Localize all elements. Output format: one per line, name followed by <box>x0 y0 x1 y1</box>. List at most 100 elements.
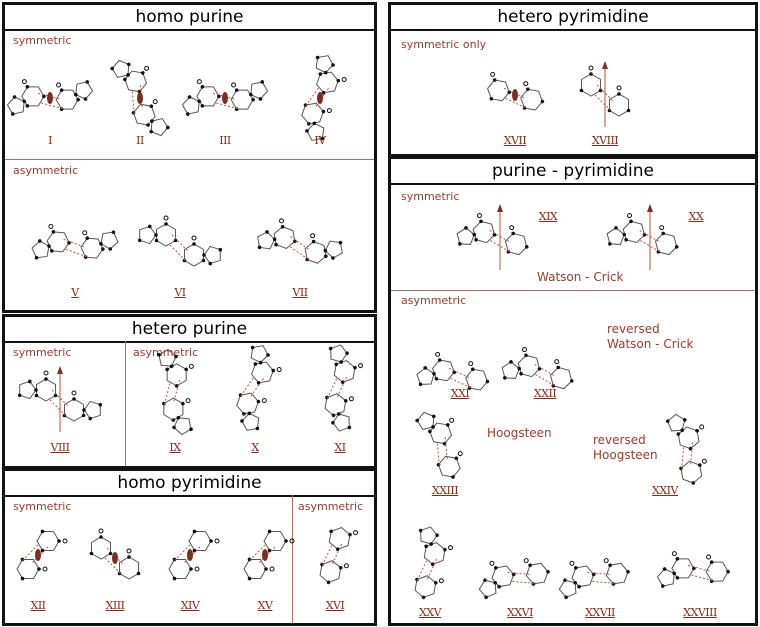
structure-numeral: XVI <box>325 599 345 612</box>
atom-dot <box>42 94 46 99</box>
atom-dot <box>329 529 333 534</box>
substituent-atom <box>144 65 150 71</box>
atom-dot <box>255 426 260 431</box>
atom-dot <box>415 577 419 582</box>
structure-numeral: II <box>136 134 144 147</box>
section-divider <box>391 290 755 291</box>
atom-dot <box>110 66 114 71</box>
ring-bond <box>472 220 496 244</box>
atom-dot <box>321 109 326 114</box>
ring-bond <box>677 426 700 450</box>
ring-bond <box>183 243 205 267</box>
ring-bond <box>230 89 254 110</box>
ring-bond <box>80 237 104 259</box>
substituent-atom <box>341 77 347 83</box>
atom-dot <box>251 97 255 102</box>
atom-dot <box>343 399 348 403</box>
atom-dot <box>692 566 696 571</box>
atom-dot <box>201 258 206 263</box>
symmetry-axis-icon <box>317 92 323 104</box>
ring-bond <box>319 560 342 583</box>
section-divider <box>125 341 126 466</box>
atom-dot <box>284 539 288 543</box>
substituent-atom <box>194 566 200 572</box>
atom-dot <box>624 237 628 242</box>
structure-numeral: XX <box>688 210 704 223</box>
ring-bond <box>118 556 140 580</box>
section-label: asymmetric <box>133 346 199 359</box>
structure-numeral: XXII <box>533 387 557 400</box>
atom-dot <box>709 560 714 564</box>
atom-dot <box>484 595 488 600</box>
atom-dot <box>564 595 568 600</box>
atom-dot <box>464 226 468 230</box>
substituent-atom <box>490 71 496 77</box>
ring-bond <box>487 79 510 102</box>
ring-bond <box>132 103 156 126</box>
atom-dot <box>334 362 338 367</box>
substituent-atom <box>699 424 705 430</box>
atom-dot <box>331 256 335 260</box>
atom-dot <box>85 236 90 240</box>
panel-title: homo pyrimidine <box>5 471 374 497</box>
atom-dot <box>293 239 297 244</box>
atom-dot <box>182 258 187 263</box>
symmetry-axis-icon <box>137 92 143 104</box>
atom-dot <box>44 377 48 381</box>
atom-dot <box>126 62 131 67</box>
atom-dot <box>117 571 122 576</box>
ring-bond <box>520 88 543 111</box>
ring-bond <box>316 71 339 94</box>
base-pair-XXII <box>501 347 574 390</box>
panel-title: homo purine <box>5 5 374 31</box>
ring-bond <box>549 366 573 390</box>
substituent-atom <box>289 538 295 544</box>
atom-dot <box>40 529 45 534</box>
base-pair-VIII <box>17 370 103 422</box>
atom-dot <box>323 70 328 75</box>
substituent-atom <box>659 225 665 231</box>
ring-bond <box>517 354 541 378</box>
atom-dot <box>185 112 190 116</box>
structure-numeral: XXV <box>418 606 442 619</box>
atom-dot <box>522 106 527 110</box>
atom-dot <box>238 393 243 397</box>
atom-dot <box>598 88 603 93</box>
atom-dot <box>421 595 426 600</box>
atom-dot <box>511 231 516 236</box>
atom-dot <box>172 425 176 430</box>
base-pair-XIII <box>89 528 141 580</box>
atom-dot <box>303 103 308 107</box>
atom-dot <box>622 232 627 237</box>
annotation-line: Watson - Crick <box>607 337 694 351</box>
atom-dot <box>589 72 593 76</box>
atom-dot <box>709 579 714 583</box>
atom-dot <box>428 429 432 434</box>
atom-dot <box>149 104 154 109</box>
atom-dot <box>318 72 323 76</box>
atom-dot <box>591 572 596 577</box>
atom-dot <box>72 397 76 401</box>
substituent-atom <box>523 558 529 564</box>
ring-bond <box>705 561 729 582</box>
atom-dot <box>20 576 25 581</box>
ring-bond <box>491 565 515 588</box>
annotation-reversed-watson-crick: reversed Watson - Crick <box>607 322 694 352</box>
atom-dot <box>256 399 261 404</box>
atom-dot <box>10 112 15 116</box>
atom-dot <box>556 365 561 370</box>
atom-dot <box>312 121 317 126</box>
atom-dot <box>257 245 262 250</box>
atom-dot <box>546 569 550 574</box>
hydrogen-bond <box>687 564 711 572</box>
atom-dot <box>493 580 497 585</box>
substituent-atom <box>231 82 237 88</box>
ring-bond <box>423 542 446 565</box>
atom-dot <box>443 547 447 552</box>
atom-dot <box>537 367 542 371</box>
atom-dot <box>240 419 244 423</box>
substituent-atom <box>353 530 359 536</box>
atom-dot <box>27 379 32 384</box>
base-pair-XIX <box>456 213 529 256</box>
